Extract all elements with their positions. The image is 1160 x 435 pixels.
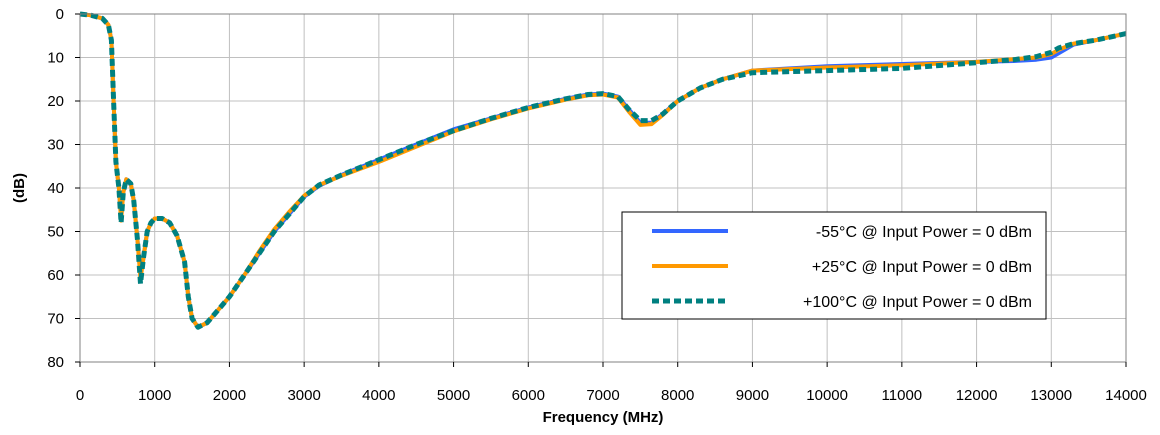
x-tick-label: 14000 [1105, 387, 1147, 404]
series-line-2 [79, 11, 1127, 330]
x-tick-label: 3000 [287, 387, 320, 404]
series-lines [79, 11, 1127, 330]
x-tick-label: 2000 [213, 387, 246, 404]
x-tick-label: 6000 [512, 387, 545, 404]
x-tick-label: 7000 [586, 387, 619, 404]
x-tick-label: 8000 [661, 387, 694, 404]
y-tick-label: 70 [47, 311, 64, 328]
x-tick-label: 4000 [362, 387, 395, 404]
x-tick-label: 1000 [138, 387, 171, 404]
legend-label-1: +25°C @ Input Power = 0 dBm [812, 259, 1032, 276]
x-axis-title: Frequency (MHz) [543, 409, 664, 426]
legend: -55°C @ Input Power = 0 dBm +25°C @ Input… [621, 211, 1047, 320]
y-tick-label: 20 [47, 93, 64, 110]
y-tick-label: 40 [47, 180, 64, 197]
y-axis-title: (dB) [11, 173, 28, 203]
y-tick-label: 60 [47, 267, 64, 284]
legend-label-2: +100°C @ Input Power = 0 dBm [803, 294, 1032, 311]
y-tick-label: 80 [47, 354, 64, 371]
x-tick-label: 9000 [736, 387, 769, 404]
y-tick-labels: 0 10 20 30 40 50 60 70 80 [47, 6, 80, 371]
y-tick-label: 0 [56, 6, 64, 23]
x-tick-label: 5000 [437, 387, 470, 404]
x-tick-label: 10000 [806, 387, 848, 404]
x-tick-label: 13000 [1030, 387, 1072, 404]
y-tick-label: 30 [47, 137, 64, 154]
x-tick-labels: 0 1000 2000 3000 4000 5000 6000 7000 8000 9000 100… [76, 362, 1147, 404]
legend-label-0: -55°C @ Input Power = 0 dBm [816, 224, 1032, 241]
x-tick-label: 12000 [956, 387, 998, 404]
x-tick-label: 0 [76, 387, 84, 404]
y-tick-label: 10 [47, 50, 64, 67]
x-tick-label: 11000 [882, 387, 923, 404]
y-tick-label: 50 [47, 224, 64, 241]
